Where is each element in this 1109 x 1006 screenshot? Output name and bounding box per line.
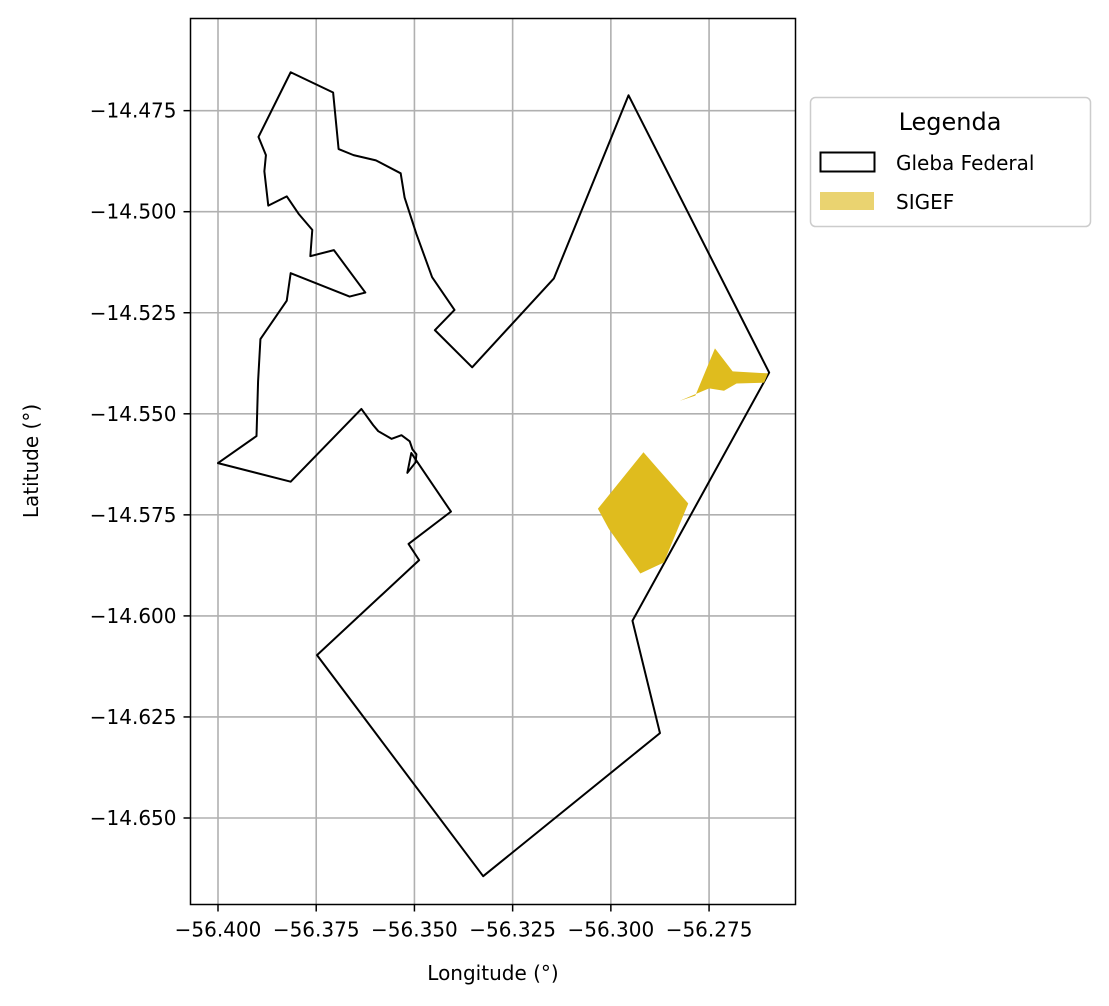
sigef-parcel-2 (679, 348, 768, 401)
y-tick-label: −14.575 (90, 503, 177, 527)
legend: Legenda Gleba Federal SIGEF (809, 96, 1092, 228)
grid (190, 18, 796, 905)
y-tick-label: −14.600 (90, 604, 177, 628)
x-tick-label: −56.300 (567, 918, 654, 942)
axes-frame (189, 17, 797, 906)
data-layer (217, 71, 771, 878)
axes-background (190, 18, 796, 905)
gleba-federal-boundary (217, 71, 771, 878)
x-axis-label: Longitude (°) (427, 961, 558, 985)
y-tick-label: −14.550 (90, 402, 177, 426)
x-tick-label: −56.375 (273, 918, 360, 942)
plot-area: −56.400 −56.375 −56.350 −56.325 −56.300 −56.2… (90, 17, 797, 942)
x-tick-label: −56.275 (666, 918, 753, 942)
legend-swatch-gleba-federal (819, 151, 876, 173)
y-tick-label: −14.650 (90, 806, 177, 830)
x-tick-label: −56.400 (175, 918, 262, 942)
y-tick-label: −14.500 (90, 200, 177, 224)
y-tick-label: −14.625 (90, 705, 177, 729)
sigef-parcel-1 (597, 452, 689, 574)
ticks: −56.400 −56.375 −56.350 −56.325 −56.300 −56.2… (90, 99, 753, 942)
y-tick-label: −14.525 (90, 301, 177, 325)
legend-label-sigef: SIGEF (896, 190, 954, 214)
legend-title: Legenda (899, 108, 1002, 136)
x-tick-label: −56.325 (469, 918, 556, 942)
legend-box (809, 96, 1092, 228)
y-axis-label: Latitude (°) (19, 404, 43, 518)
y-tick-label: −14.475 (90, 99, 177, 123)
legend-swatch-sigef (820, 192, 874, 210)
legend-label-gleba-federal: Gleba Federal (896, 151, 1034, 175)
x-tick-label: −56.350 (371, 918, 458, 942)
